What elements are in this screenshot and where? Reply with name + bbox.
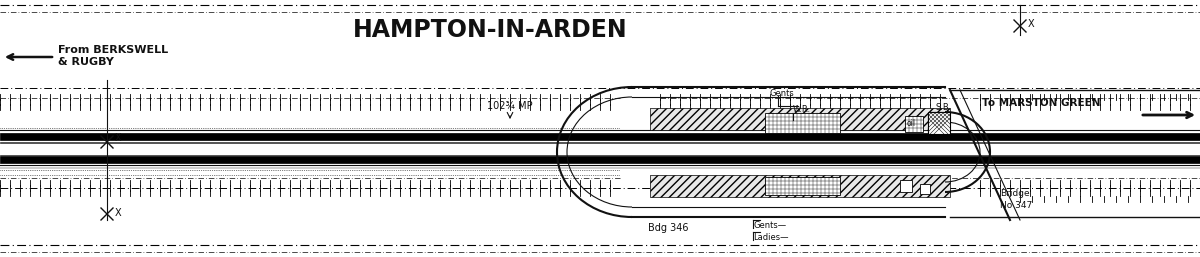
- Text: No 347: No 347: [1000, 201, 1032, 210]
- Text: From BERKSWELL: From BERKSWELL: [58, 45, 168, 55]
- Bar: [928, 112, 950, 134]
- Text: X: X: [115, 133, 121, 143]
- Text: 102¾ MP: 102¾ MP: [487, 101, 533, 111]
- Bar: [0, 156, 1200, 163]
- Bar: [650, 175, 950, 197]
- Text: X: X: [1028, 19, 1034, 29]
- Bar: [920, 184, 930, 194]
- Text: HAMPTON-IN-ARDEN: HAMPTON-IN-ARDEN: [353, 18, 628, 42]
- Text: To MARSTON GREEN: To MARSTON GREEN: [982, 98, 1100, 108]
- Bar: [905, 116, 923, 132]
- Bar: [0, 143, 1200, 155]
- Text: X: X: [115, 208, 121, 218]
- Bar: [650, 108, 950, 130]
- Text: & RUGBY: & RUGBY: [58, 57, 114, 67]
- Text: Bridge: Bridge: [1000, 189, 1030, 198]
- Bar: [766, 113, 840, 133]
- Text: Ladies—: Ladies—: [754, 233, 788, 242]
- Bar: [900, 180, 912, 192]
- Text: oil: oil: [907, 118, 916, 127]
- Text: Gents: Gents: [770, 88, 794, 97]
- Text: Gents—: Gents—: [754, 221, 786, 230]
- Bar: [0, 133, 1200, 140]
- Text: S.B: S.B: [935, 104, 949, 113]
- Bar: [766, 177, 840, 195]
- Text: W.R.: W.R.: [793, 106, 811, 115]
- Text: Bdg 346: Bdg 346: [648, 223, 689, 233]
